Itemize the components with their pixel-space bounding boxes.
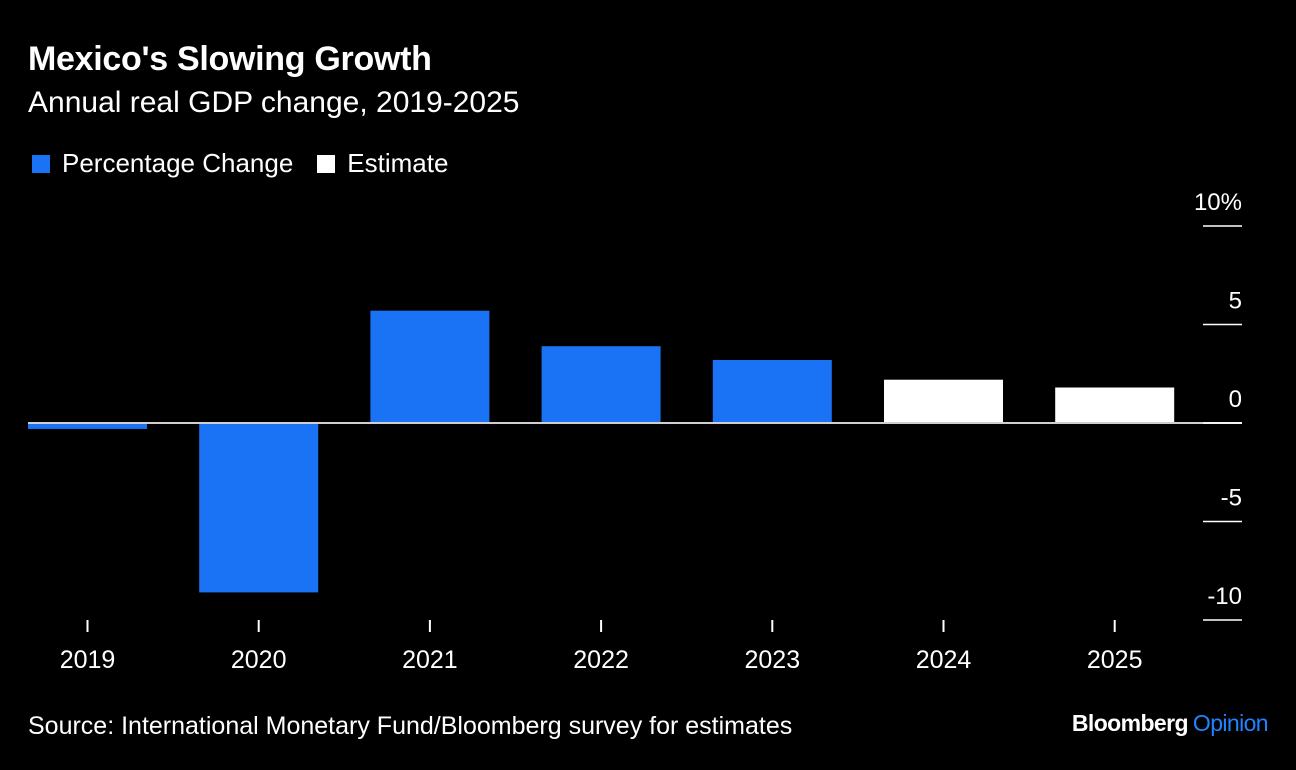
x-tick-label-2025: 2025 [1087, 646, 1143, 674]
bar-2025 [1055, 387, 1175, 423]
brand-opinion: Opinion [1192, 710, 1269, 736]
legend: Percentage Change Estimate [32, 148, 472, 179]
x-tick-label-2022: 2022 [573, 646, 629, 674]
bar-2020 [199, 423, 319, 593]
legend-label-estimate: Estimate [347, 148, 449, 178]
y-tick-label-10pct: 10% [1194, 189, 1242, 216]
y-tick-label--5: -5 [1221, 485, 1242, 512]
bar-2021 [370, 310, 490, 423]
legend-item-estimate: Estimate [317, 148, 448, 179]
brand-logo: Bloomberg Opinion [1071, 710, 1269, 737]
x-tick-label-2023: 2023 [744, 646, 800, 674]
y-tick-label-0: 0 [1229, 386, 1242, 413]
legend-item-actual: Percentage Change [32, 148, 293, 179]
legend-label-actual: Percentage Change [62, 148, 294, 178]
bar-2019 [28, 423, 147, 429]
bar-2022 [541, 346, 661, 423]
legend-swatch-estimate [317, 154, 336, 173]
x-tick-label-2020: 2020 [231, 646, 287, 674]
x-tick-label-2019: 2019 [60, 646, 116, 674]
source-note: Source: International Monetary Fund/Bloo… [28, 712, 793, 740]
bar-2024 [884, 379, 1003, 423]
legend-swatch-actual [32, 154, 50, 173]
y-tick-label-5: 5 [1229, 288, 1242, 315]
chart-title: Mexico's Slowing Growth [28, 40, 432, 78]
bar-2023 [712, 360, 832, 423]
x-tick-label-2021: 2021 [402, 646, 458, 674]
brand-name: Bloomberg [1071, 710, 1189, 736]
y-tick-label--10: -10 [1207, 583, 1242, 610]
chart-subtitle: Annual real GDP change, 2019-2025 [28, 86, 520, 119]
x-tick-label-2024: 2024 [916, 646, 972, 674]
